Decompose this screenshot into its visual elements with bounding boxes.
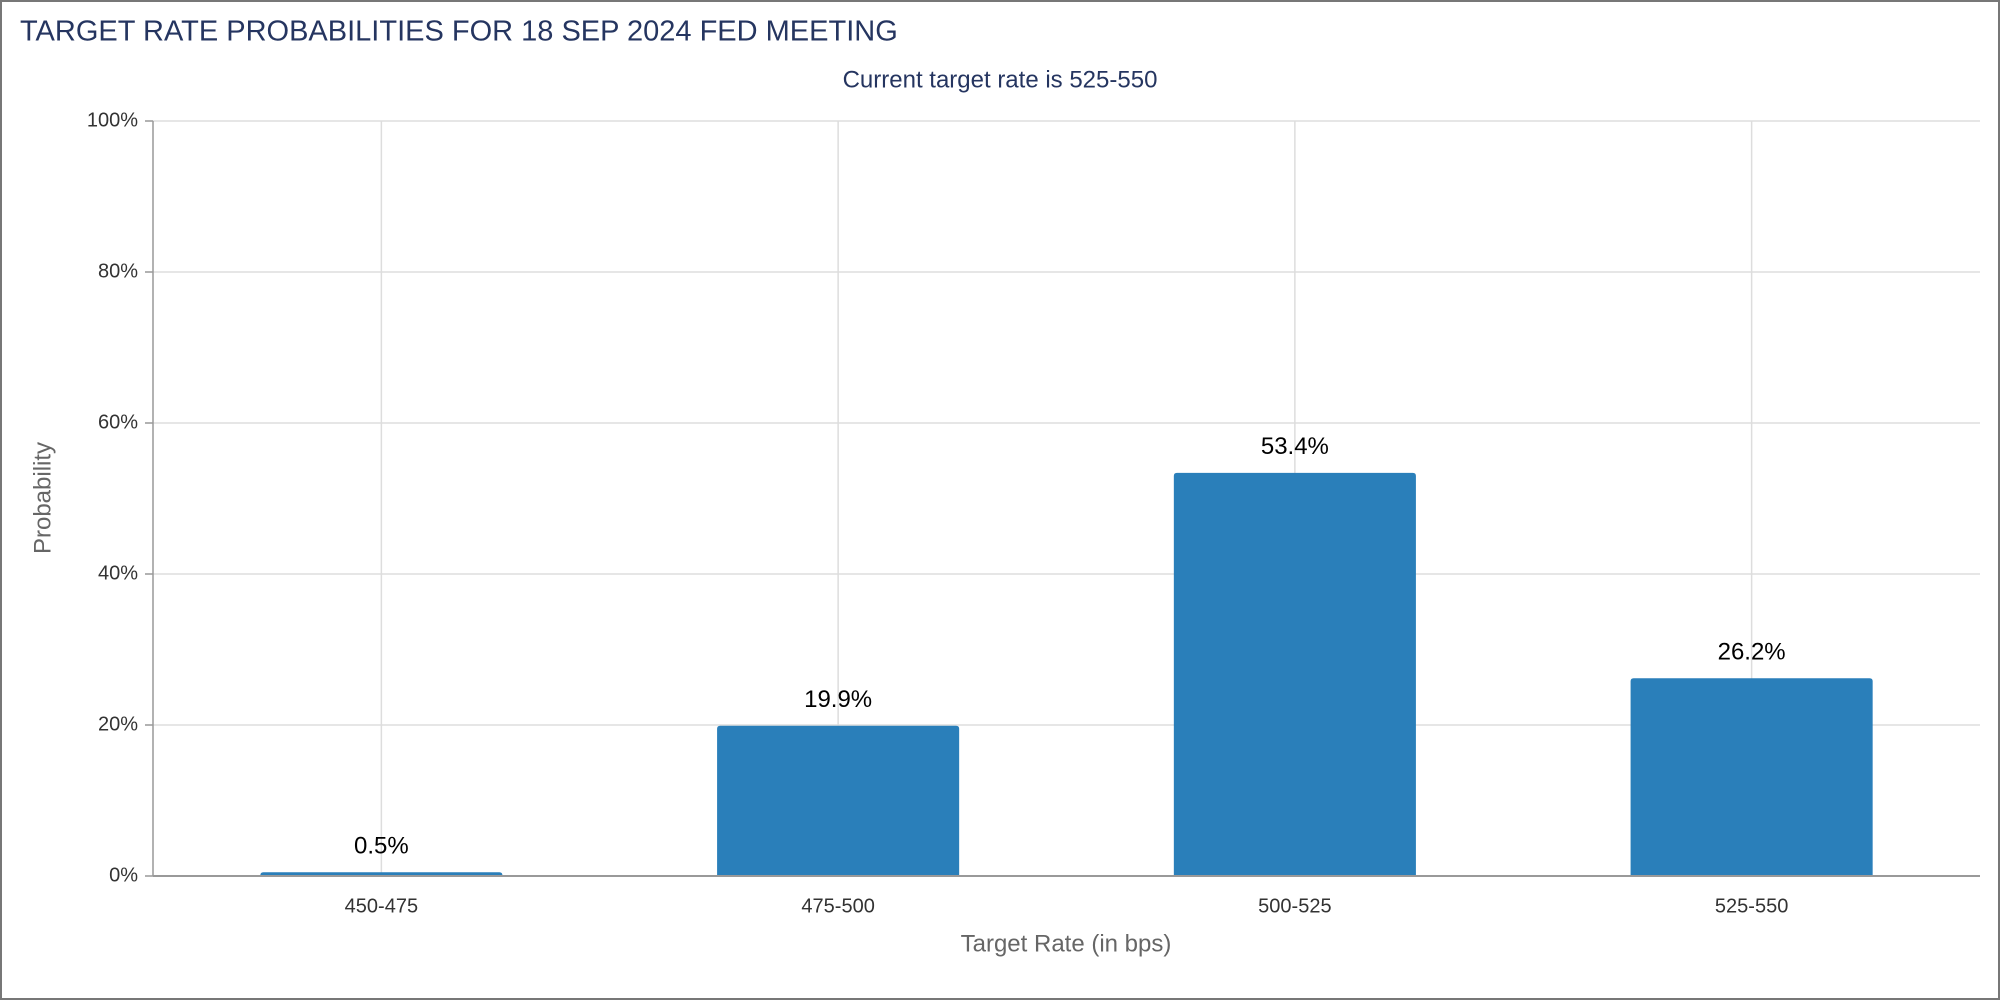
y-tick-label: 60% xyxy=(98,411,138,433)
x-tick-label: 525-550 xyxy=(1715,895,1788,917)
y-tick-label: 0% xyxy=(109,864,138,886)
value-label: 26.2% xyxy=(1718,639,1786,666)
chart-subtitle: Current target rate is 525-550 xyxy=(843,66,1158,93)
y-tick-label: 100% xyxy=(87,109,138,131)
y-tick-label: 20% xyxy=(98,713,138,735)
value-label: 53.4% xyxy=(1261,433,1329,460)
y-axis-label: Probability xyxy=(29,442,56,554)
x-axis-label: Target Rate (in bps) xyxy=(961,930,1172,957)
x-tick-label: 450-475 xyxy=(345,895,418,917)
y-tick-label: 40% xyxy=(98,562,138,584)
bar xyxy=(1173,472,1416,876)
x-tick-label: 500-525 xyxy=(1258,895,1331,917)
chart-title: TARGET RATE PROBABILITIES FOR 18 SEP 202… xyxy=(20,16,898,48)
bar xyxy=(717,725,960,876)
value-label: 0.5% xyxy=(354,833,409,860)
x-tick-label: 475-500 xyxy=(801,895,874,917)
y-tick-label: 80% xyxy=(98,260,138,282)
bar xyxy=(1630,678,1873,876)
value-label: 19.9% xyxy=(804,686,872,713)
